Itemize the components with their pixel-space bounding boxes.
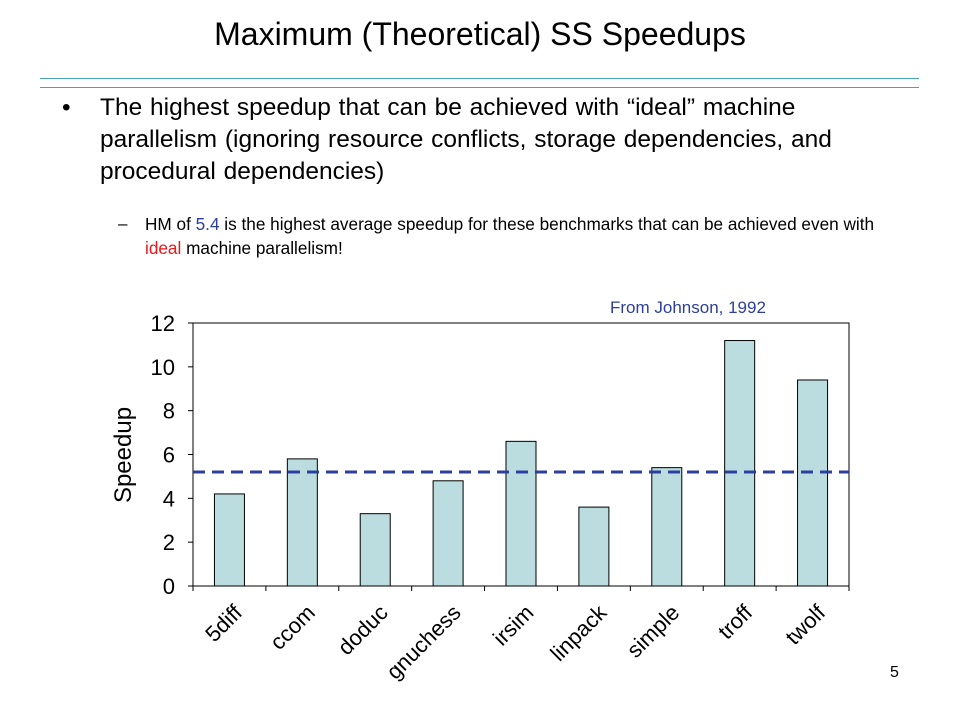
x-tick-label-doduc: doduc — [333, 600, 393, 660]
x-tick-label-twolf: twolf — [780, 599, 830, 649]
bar-linpack — [578, 506, 610, 587]
ideal-word: ideal — [145, 238, 182, 258]
bar-twolf — [797, 379, 829, 587]
bullet-marker: • — [62, 94, 71, 121]
x-tick-label-simple: simple — [622, 600, 685, 663]
y-tick-label: 0 — [163, 574, 175, 599]
bar-doduc — [359, 513, 391, 587]
x-tick-label-linpack: linpack — [545, 599, 612, 666]
bar-gnuchess — [432, 480, 464, 587]
bar-irsim — [505, 440, 537, 587]
bar-5diff — [213, 493, 245, 587]
y-tick-label: 6 — [163, 443, 175, 468]
bullet-text: The highest speedup that can be achieved… — [100, 94, 832, 185]
sub-bullet-dash: – — [118, 214, 128, 233]
page-number: 5 — [890, 664, 899, 681]
x-tick-label-ccom: ccom — [265, 600, 320, 655]
bar-simple — [651, 467, 683, 587]
sub-bullet-part2: is the highest average speedup for these… — [219, 214, 875, 234]
y-tick-label: 12 — [151, 311, 175, 336]
y-tick-label: 10 — [151, 355, 175, 380]
sub-bullet-text: HM of 5.4 is the highest average speedup… — [145, 212, 875, 260]
sub-bullet-part1: HM of — [145, 214, 196, 234]
source-credit: From Johnson, 1992 — [610, 298, 766, 317]
title-divider-bottom — [40, 87, 919, 88]
bar-troff — [724, 340, 756, 587]
x-tick-label-gnuchess: gnuchess — [381, 600, 465, 684]
sub-bullet-part3: machine parallelism! — [181, 238, 343, 258]
x-tick-label-5diff: 5diff — [200, 599, 247, 646]
x-tick-label-troff: troff — [713, 599, 758, 644]
slide-title: Maximum (Theoretical) SS Speedups — [214, 16, 746, 52]
title-divider-top — [40, 78, 919, 79]
hm-value: 5.4 — [195, 214, 220, 234]
x-tick-label-irsim: irsim — [488, 600, 539, 651]
y-tick-label: 4 — [163, 486, 175, 511]
y-axis-label: Speedup — [110, 407, 137, 503]
y-tick-label: 2 — [163, 530, 175, 555]
y-tick-label: 8 — [163, 399, 175, 424]
bar-ccom — [286, 458, 318, 587]
